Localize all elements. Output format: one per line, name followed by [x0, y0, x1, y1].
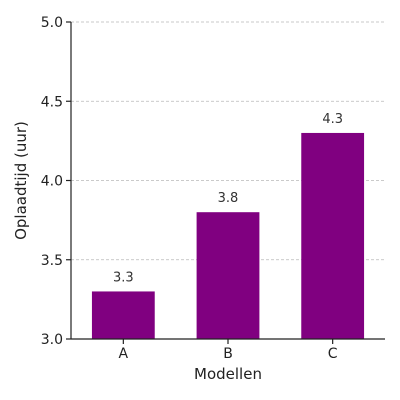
y-tick-label-4.5: 4.5 [41, 94, 63, 110]
bar-B [196, 212, 260, 339]
data-label-A: 3.3 [113, 270, 134, 285]
y-tick-layer: 3.0 3.5 4.0 4.5 5.0 [41, 15, 71, 348]
data-label-B: 3.8 [218, 191, 239, 206]
y-tick-label-5.0: 5.0 [41, 15, 63, 31]
y-tick-label-3.0: 3.0 [41, 332, 63, 348]
x-tick-label-B: B [223, 346, 233, 362]
y-tick-label-3.5: 3.5 [41, 253, 63, 269]
bar-A [91, 291, 155, 339]
bar-layer [91, 132, 365, 339]
x-tick-label-C: C [328, 346, 338, 362]
data-label-C: 4.3 [322, 112, 343, 127]
data-label-layer: 3.3 3.8 4.3 [113, 112, 343, 286]
bar-C [301, 132, 365, 339]
y-tick-label-4.0: 4.0 [41, 174, 63, 190]
x-tick-label-A: A [119, 346, 129, 362]
x-tick-layer: A B C [119, 339, 338, 362]
x-axis-title: Modellen [194, 365, 262, 383]
y-axis-title: Oplaadtijd (uur) [12, 121, 30, 240]
